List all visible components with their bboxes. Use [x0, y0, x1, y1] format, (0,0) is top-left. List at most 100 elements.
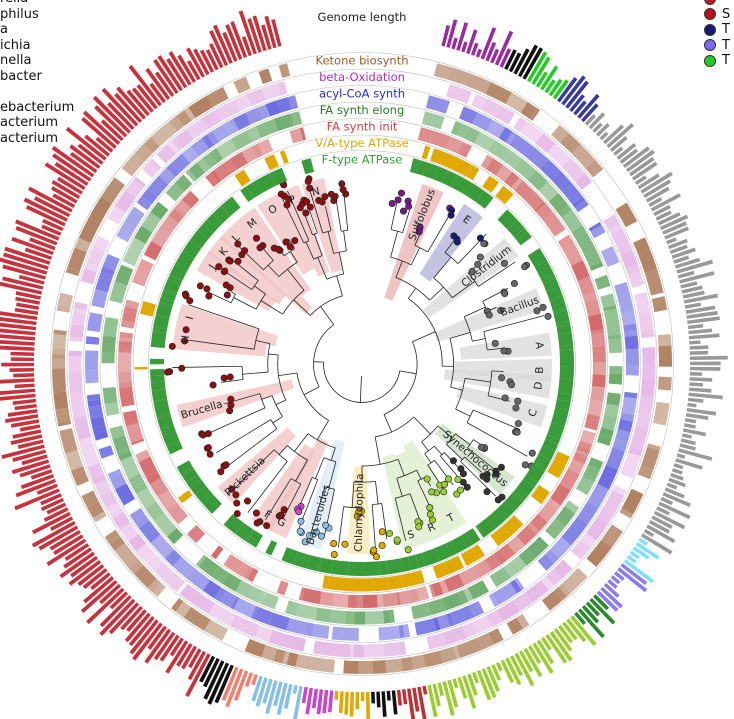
ring-segment: [255, 118, 279, 139]
branch: [271, 395, 283, 417]
branch: [327, 231, 335, 254]
ring-segment: [514, 577, 525, 591]
genome-length-bar: [376, 691, 381, 708]
ring-segment: [610, 227, 633, 255]
genome-length-bar: [514, 652, 535, 687]
ring-segment: [94, 478, 112, 497]
leaf-node: [338, 180, 346, 188]
ring-segment: [575, 173, 593, 190]
ring-segment: [549, 295, 567, 312]
leaf-node: [209, 381, 217, 389]
genome-length-bar: [10, 419, 40, 428]
legend-item: acterium: [0, 115, 59, 130]
ring-segment: [619, 507, 634, 519]
genome-length-bar: [77, 143, 104, 165]
ring-segment: [128, 533, 147, 552]
branch: [303, 386, 320, 396]
ring-segment: [119, 331, 134, 339]
ring-label: F-type ATPase: [322, 153, 403, 167]
ring-segment: [651, 296, 668, 313]
genome-length-bar: [273, 681, 283, 707]
leaf-node: [528, 449, 536, 457]
ring-segment: [571, 225, 593, 250]
leaf-node: [306, 184, 314, 192]
ring-segment: [235, 94, 252, 111]
genome-length-bar: [401, 689, 408, 705]
clade-label: D: [532, 381, 545, 390]
ring-segment: [545, 549, 560, 564]
genome-length-bar: [84, 134, 111, 157]
ring-segment: [421, 145, 431, 160]
ring-segment: [464, 72, 491, 94]
ring-segment: [295, 603, 318, 621]
ring-segment: [625, 348, 640, 366]
genome-length-bar: [14, 219, 60, 241]
legend-item: T: [704, 22, 730, 38]
genome-length-bar: [94, 105, 128, 138]
clade-wedge: [459, 332, 552, 360]
branch: [433, 445, 443, 456]
genome-length-bar: [28, 186, 73, 213]
ring-segment: [277, 81, 288, 96]
ring-segment: [385, 658, 403, 674]
branch: [455, 408, 471, 417]
ring-segment: [149, 477, 169, 498]
ring-segment: [471, 544, 485, 560]
genome-length-bar: [11, 236, 54, 256]
genome-length-bar: [656, 506, 670, 516]
leaf-node: [301, 538, 309, 546]
ring-segment: [621, 311, 637, 326]
genome-length-bar: [41, 224, 62, 236]
ring-segment: [540, 272, 555, 282]
branch: [343, 506, 361, 509]
genome-length-bar: [643, 528, 655, 538]
ring-segment: [464, 182, 485, 203]
ring-segment: [264, 154, 279, 171]
ring-segment: [545, 568, 563, 586]
ring-segment: [196, 157, 211, 173]
ring-segment: [319, 591, 334, 607]
ring-segment: [152, 582, 166, 597]
ring-segment: [51, 358, 66, 369]
genome-length-bar: [261, 24, 272, 50]
branch: [353, 480, 376, 483]
legend-dot-icon: [704, 54, 716, 67]
genome-length-bar: [0, 311, 38, 321]
ring-segment: [118, 340, 133, 350]
clade-label: Chlamydophila: [353, 473, 366, 552]
ring-segment: [561, 209, 583, 233]
ring-segment: [620, 452, 641, 479]
leaf-node: [339, 186, 347, 194]
ring-segment: [147, 578, 162, 593]
leaf-node: [232, 491, 240, 499]
branch: [455, 433, 471, 445]
ring-segment: [135, 449, 151, 462]
ring-segment: [98, 445, 114, 459]
ring-segment: [510, 224, 525, 238]
ring-segment: [534, 201, 546, 212]
genome-length-bar: [675, 458, 703, 470]
ring-segment: [156, 413, 174, 430]
ring-segment: [124, 299, 140, 310]
branch: [216, 419, 271, 454]
ring-segment: [537, 501, 558, 523]
genome-length-bar: [9, 368, 35, 372]
leaf-node: [513, 428, 521, 436]
genome-length-bar: [622, 146, 650, 168]
ring-segment: [176, 199, 192, 214]
genome-length-bar: [682, 290, 705, 299]
genome-length-bar: [685, 305, 716, 314]
ring-segment: [608, 338, 623, 354]
genome-length-bar: [467, 673, 478, 696]
genome-length-bar: [589, 597, 616, 625]
ring-segment: [118, 451, 133, 461]
leaf-node: [168, 342, 176, 350]
genome-length-bar: [0, 322, 37, 331]
leaf-node: [483, 488, 491, 496]
ring-segment: [233, 76, 251, 94]
ring-segment: [658, 345, 672, 367]
genome-length-bar: [81, 116, 117, 149]
genome-length-bar: [251, 675, 263, 702]
ring-segment: [183, 606, 211, 631]
